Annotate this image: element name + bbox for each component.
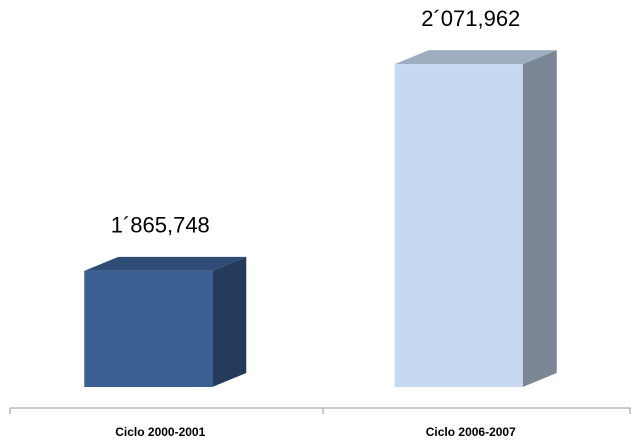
x-tick-label: Ciclo 2000-2001: [115, 425, 205, 439]
bar-top: [394, 50, 557, 65]
bar-side: [212, 256, 247, 387]
value-label: 1´865,748: [111, 213, 210, 238]
value-label: 2´071,962: [421, 6, 520, 31]
bar: [394, 64, 523, 388]
bar: [84, 270, 213, 387]
x-tick-label: Ciclo 2006-2007: [426, 425, 516, 439]
bar-top: [84, 256, 247, 271]
bar-side: [522, 50, 557, 388]
